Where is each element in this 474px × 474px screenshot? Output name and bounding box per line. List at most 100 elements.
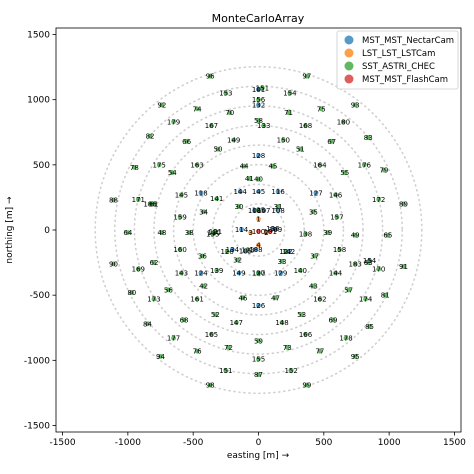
point-2-78 xyxy=(129,290,135,295)
point-2-87 xyxy=(273,295,278,301)
point-label-2-13: 180 xyxy=(337,118,350,126)
background-ring-3 xyxy=(172,144,345,316)
point-2-26 xyxy=(156,162,162,168)
point-label-2-40: 172 xyxy=(372,196,385,204)
point-label-2-69: 170 xyxy=(372,266,385,274)
point-label-2-27: 176 xyxy=(358,161,372,169)
point-label-2-113: 183 xyxy=(348,260,361,268)
point-label-2-106: 95 xyxy=(351,353,360,361)
y-axis-label: northing [m] → xyxy=(5,196,15,264)
point-2-34 xyxy=(169,170,175,176)
point-label-2-89: 53 xyxy=(297,311,306,319)
point-2-88 xyxy=(212,312,218,318)
point-label-2-51: 64 xyxy=(123,229,132,237)
point-label-2-59: 110 xyxy=(207,229,220,237)
point-label-2-61: 158 xyxy=(333,246,346,254)
point-2-7 xyxy=(352,102,358,108)
point-2-83 xyxy=(363,296,369,302)
point-2-4 xyxy=(287,90,293,96)
chart-title: MonteCarloArray xyxy=(212,12,305,25)
point-2-121 xyxy=(256,270,261,276)
point-label-2-104: 77 xyxy=(315,348,324,356)
point-label-2-12: 179 xyxy=(167,118,180,126)
point-label-2-17: 168 xyxy=(299,122,312,130)
legend-box xyxy=(336,30,459,90)
y-tick-label-2: -500 xyxy=(30,291,51,301)
point-2-75 xyxy=(297,268,303,273)
point-label-2-88: 52 xyxy=(211,311,220,319)
point-label-0-14: 142 xyxy=(282,248,295,256)
y-axis-ticks: -1500 -1000 -500 0 500 1000 1500 xyxy=(24,31,56,431)
point-label-2-80: 56 xyxy=(164,286,173,294)
point-2-74 xyxy=(214,268,220,273)
point-2-46 xyxy=(275,204,281,209)
point-2-45 xyxy=(236,204,242,209)
point-0-21 xyxy=(256,86,261,92)
legend-marker-1 xyxy=(344,48,354,58)
point-label-2-36: 40 xyxy=(254,176,263,184)
point-label-2-6: 92 xyxy=(157,101,166,109)
point-label-2-16: 133 xyxy=(257,122,270,130)
point-2-48 xyxy=(310,209,316,215)
point-label-2-39: 171 xyxy=(132,196,145,204)
point-3-1 xyxy=(267,228,273,234)
point-label-2-90: 84 xyxy=(143,320,152,328)
point-label-2-103: 76 xyxy=(193,348,202,356)
point-label-2-0: 96 xyxy=(206,73,215,81)
point-label-2-14: 58 xyxy=(254,117,263,125)
point-2-38 xyxy=(401,201,406,207)
point-2-12 xyxy=(171,119,176,125)
point-label-2-46: 31 xyxy=(274,203,283,211)
point-2-41 xyxy=(214,196,220,202)
point-label-2-28: 78 xyxy=(130,164,139,172)
point-label-2-19: 83 xyxy=(364,134,373,142)
point-label-2-55: 38 xyxy=(185,229,194,237)
point-0-3 xyxy=(239,226,244,232)
point-label-2-20: 66 xyxy=(182,138,191,146)
x-tick-label-5: 1000 xyxy=(378,438,401,448)
point-label-2-54: 49 xyxy=(351,232,360,240)
point-label-0-9: 118 xyxy=(194,189,207,197)
point-2-109 xyxy=(288,368,294,374)
point-2-91 xyxy=(367,324,372,329)
point-label-2-41: 141 xyxy=(210,195,223,203)
point-label-2-73: 144 xyxy=(329,270,343,278)
point-0-13 xyxy=(229,247,235,252)
point-label-2-31: 164 xyxy=(313,161,327,169)
legend-label-3: MST_MST_FlashCam xyxy=(362,75,448,85)
point-label-2-52: 65 xyxy=(383,232,392,240)
x-tick-label-1: -1000 xyxy=(115,438,141,448)
point-label-0-22: 105 xyxy=(239,247,252,255)
legend-marker-3 xyxy=(344,74,354,84)
point-2-32 xyxy=(241,163,247,169)
point-label-2-35: 55 xyxy=(340,169,349,177)
point-0-7 xyxy=(237,189,243,194)
point-label-2-91: 85 xyxy=(365,323,374,331)
point-label-2-111: 98 xyxy=(206,382,215,390)
point-label-2-47: 34 xyxy=(199,208,208,216)
point-2-103 xyxy=(194,348,200,354)
legend: MST_MST_NectarCam LST_LST_LSTCam SST_ASTRI… xyxy=(336,30,459,90)
point-label-2-99: 178 xyxy=(339,335,352,343)
point-2-96 xyxy=(209,331,214,337)
point-0-0 xyxy=(252,208,257,213)
y-tick-label-6: 1500 xyxy=(27,31,50,41)
background-ring-0 xyxy=(231,203,286,257)
point-2-6 xyxy=(159,102,165,108)
point-2-13 xyxy=(341,119,346,125)
point-label-2-83: 174 xyxy=(359,296,373,304)
point-label-2-98: 177 xyxy=(167,335,180,343)
point-2-61 xyxy=(337,247,342,252)
point-label-2-23: 150 xyxy=(277,137,290,145)
x-axis-label: easting [m] → xyxy=(227,451,290,461)
point-2-51 xyxy=(125,230,131,236)
point-label-2-95: 148 xyxy=(275,319,288,327)
point-2-39 xyxy=(135,196,141,202)
point-2-35 xyxy=(342,170,348,176)
point-label-0-11: 132 xyxy=(252,101,265,109)
point-2-8 xyxy=(194,106,200,112)
point-label-2-66: 90 xyxy=(109,260,118,268)
point-2-97 xyxy=(303,331,308,337)
point-2-113 xyxy=(352,261,358,267)
point-label-3-0: 100 xyxy=(252,228,265,236)
